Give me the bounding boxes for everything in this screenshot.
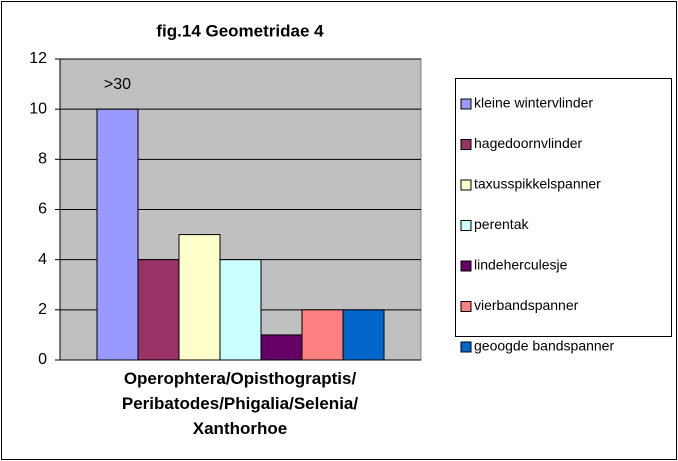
legend-label: geoogde bandspanner (474, 338, 614, 354)
bar (342, 309, 385, 361)
legend-swatch (460, 260, 472, 272)
x-tick-label: Operophtera/Opisthograptis/Peribatodes/P… (40, 366, 440, 441)
legend-swatch (460, 139, 472, 150)
legend-swatch (460, 179, 472, 191)
legend-swatch (460, 98, 472, 110)
x-tick-label-line: Peribatodes/Phigalia/Selenia/ (121, 394, 359, 413)
x-tick-label-line: Xanthorhoe (192, 419, 288, 438)
legend-label: lindeherculesje (474, 257, 568, 273)
legend-swatch (460, 301, 472, 312)
bar (219, 259, 262, 361)
legend-label: hagedoornvlinder (474, 135, 583, 151)
legend-swatch (460, 341, 472, 353)
legend-swatch (460, 220, 472, 231)
chart-title: fig.14 Geometridae 4 (156, 21, 324, 40)
y-tick-label: 6 (38, 201, 47, 218)
y-tick-label: 4 (38, 251, 47, 268)
y-tick-label: 12 (29, 50, 47, 67)
bar (137, 259, 180, 361)
bar (301, 309, 344, 361)
annotation: >30 (104, 76, 131, 93)
y-tick-label: 8 (38, 151, 47, 168)
bar (178, 234, 221, 361)
y-tick-label: 0 (38, 351, 47, 368)
legend-label: vierbandspanner (474, 297, 579, 313)
bar (260, 334, 303, 361)
y-tick-label: 2 (38, 301, 47, 318)
legend-label: taxusspikkelspanner (474, 176, 601, 192)
x-tick-label-line: Operophtera/Opisthograptis/ (123, 369, 357, 388)
y-tick-label: 10 (29, 100, 47, 117)
legend-box (455, 78, 672, 337)
legend-label: perentak (474, 216, 529, 232)
bar (96, 108, 139, 361)
legend-label: kleine wintervlinder (474, 95, 593, 111)
